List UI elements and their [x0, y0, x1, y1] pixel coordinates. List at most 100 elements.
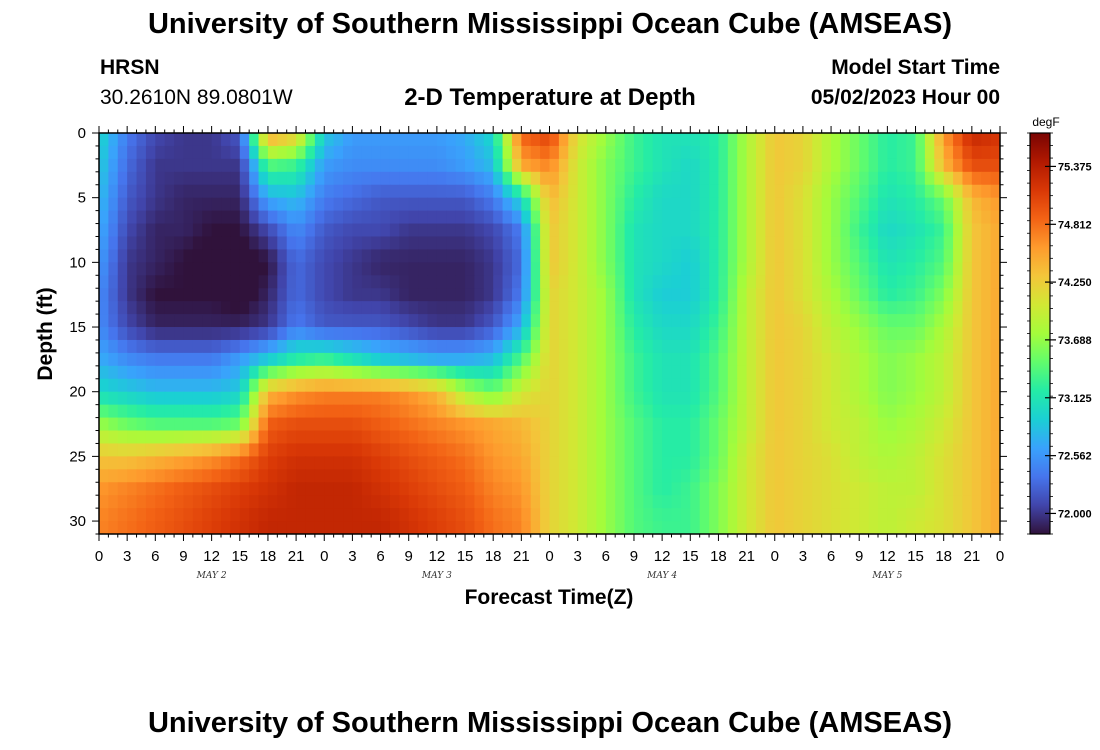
- heatmap-cell: [849, 469, 860, 483]
- heatmap-cell: [558, 339, 569, 354]
- heatmap-cell: [812, 521, 823, 534]
- heatmap-cell: [896, 288, 907, 302]
- x-tick-label: 12: [654, 548, 671, 565]
- heatmap-cell: [267, 365, 278, 380]
- heatmap-cell: [727, 521, 738, 534]
- heatmap-cell: [887, 456, 898, 470]
- heatmap-cell: [352, 495, 363, 509]
- heatmap-cell: [399, 352, 410, 367]
- x-tick-label: 3: [573, 548, 581, 565]
- heatmap-cell: [662, 171, 673, 186]
- heatmap-cell: [915, 508, 926, 522]
- heatmap-cell: [549, 456, 560, 470]
- heatmap-cell: [971, 288, 982, 302]
- heatmap-cell: [427, 378, 438, 393]
- heatmap-cell: [380, 171, 391, 186]
- heatmap-cell: [859, 275, 870, 289]
- heatmap-cell: [718, 236, 729, 251]
- heatmap-cell: [483, 262, 494, 276]
- heatmap-cell: [934, 365, 945, 380]
- heatmap-cell: [981, 456, 992, 470]
- heatmap-cell: [540, 327, 551, 341]
- heatmap-cell: [633, 482, 644, 496]
- heatmap-cell: [221, 339, 231, 354]
- heatmap-cell: [408, 262, 419, 276]
- heatmap-cell: [145, 171, 156, 186]
- heatmap-cell: [399, 469, 410, 483]
- heatmap-cell: [267, 197, 278, 212]
- heatmap-cell: [371, 417, 382, 432]
- heatmap-cell: [183, 495, 194, 509]
- heatmap-cell: [333, 275, 344, 289]
- heatmap-cell: [812, 443, 823, 457]
- heatmap-cell: [605, 482, 616, 496]
- heatmap-cell: [305, 378, 316, 393]
- heatmap-cell: [662, 288, 673, 302]
- heatmap-cell: [230, 378, 241, 393]
- heatmap-cell: [680, 352, 691, 367]
- heatmap-cell: [849, 352, 860, 367]
- heatmap-cell: [343, 249, 354, 263]
- heatmap-cell: [821, 378, 832, 393]
- heatmap-cell: [211, 352, 222, 367]
- heatmap-cell: [821, 171, 832, 186]
- heatmap-cell: [127, 391, 138, 406]
- heatmap-cell: [221, 288, 231, 302]
- heatmap-cell: [924, 521, 935, 534]
- heatmap-cell: [202, 443, 213, 457]
- heatmap-cell: [906, 378, 917, 393]
- heatmap-cell: [971, 404, 982, 419]
- heatmap-cell: [568, 495, 579, 509]
- heatmap-cell: [117, 133, 128, 147]
- heatmap-cell: [155, 301, 166, 315]
- heatmap-cell: [164, 133, 175, 147]
- heatmap-cell: [418, 210, 429, 225]
- heatmap-cell: [718, 456, 729, 470]
- heatmap-cell: [868, 301, 879, 315]
- heatmap-cell: [211, 133, 222, 147]
- heatmap-cell: [587, 249, 598, 263]
- colorbar-tick-label: 73.125: [1058, 393, 1092, 405]
- heatmap-cell: [624, 223, 635, 238]
- heatmap-cell: [267, 301, 278, 315]
- heatmap-cell: [605, 521, 616, 534]
- heatmap-cell: [774, 352, 785, 367]
- heatmap-cell: [802, 145, 813, 160]
- heatmap-cell: [718, 365, 729, 380]
- heatmap-cell: [549, 482, 560, 496]
- heatmap-cell: [127, 456, 138, 470]
- heatmap-cell: [389, 508, 400, 522]
- heatmap-cell: [849, 184, 860, 199]
- heatmap-cell: [924, 482, 935, 496]
- heatmap-cell: [502, 288, 513, 302]
- heatmap-cell: [746, 456, 757, 470]
- heatmap-cell: [784, 249, 795, 263]
- heatmap-cell: [755, 249, 766, 263]
- heatmap-cell: [915, 521, 926, 534]
- heatmap-cell: [690, 210, 701, 225]
- heatmap-cell: [427, 133, 438, 147]
- heatmap-cell: [371, 249, 382, 263]
- heatmap-cell: [577, 327, 588, 341]
- colorbar-tick-label: 72.000: [1058, 508, 1092, 520]
- heatmap-cell: [774, 145, 785, 160]
- heatmap-cell: [662, 184, 673, 199]
- heatmap-cell: [643, 339, 654, 354]
- heatmap-cell: [849, 145, 860, 160]
- heatmap-cell: [934, 495, 945, 509]
- heatmap-cell: [633, 327, 644, 341]
- heatmap-cell: [380, 314, 391, 328]
- heatmap-cell: [924, 171, 935, 186]
- heatmap-cell: [211, 249, 222, 263]
- heatmap-cell: [211, 378, 222, 393]
- heatmap-cell: [568, 314, 579, 328]
- heatmap-cell: [446, 391, 457, 406]
- heatmap-cell: [343, 378, 354, 393]
- heatmap-cell: [202, 508, 213, 522]
- heatmap-cell: [164, 314, 175, 328]
- heatmap-cell: [877, 249, 888, 263]
- heatmap-cell: [108, 158, 119, 173]
- heatmap-cell: [971, 184, 982, 199]
- heatmap-cell: [221, 197, 231, 212]
- heatmap-cell: [361, 158, 372, 173]
